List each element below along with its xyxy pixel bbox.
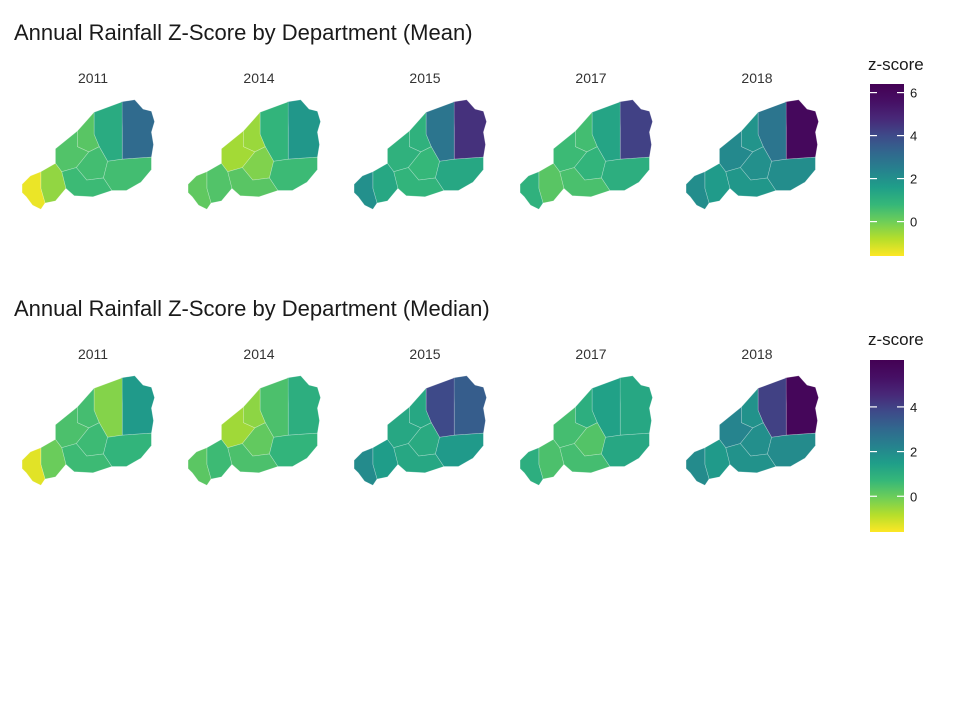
legend-title-mean: z-score	[868, 55, 924, 74]
department-region-southeast	[435, 156, 484, 191]
department-region-west	[21, 171, 46, 210]
department-region-south	[61, 443, 113, 474]
choropleth-map-2011	[21, 375, 155, 486]
choropleth-map-2014	[187, 99, 321, 210]
department-region-south	[227, 443, 279, 474]
department-region-south	[393, 443, 445, 474]
department-region-southeast	[601, 432, 650, 467]
department-region-west	[685, 447, 710, 486]
facet-label-2018: 2018	[741, 346, 773, 362]
department-region-west	[353, 447, 378, 486]
colorbar-mean: 6 4 2 0	[870, 84, 917, 256]
choropleth-map-2018	[685, 99, 819, 210]
department-region-northeast	[120, 375, 155, 436]
department-region-southeast	[103, 156, 152, 191]
department-region-northeast	[120, 99, 155, 160]
department-region-northeast	[618, 99, 653, 160]
department-region-west	[519, 447, 544, 486]
facet-label-2015: 2015	[409, 70, 441, 86]
department-region-south	[393, 167, 445, 198]
department-region-northeast	[784, 99, 819, 160]
facet-label-2018: 2018	[741, 70, 773, 86]
colorbar-tick-label: 2	[910, 445, 917, 460]
facet-label-2014: 2014	[243, 70, 275, 86]
department-region-west	[187, 171, 212, 210]
department-region-northeast	[452, 375, 487, 436]
department-region-west	[187, 447, 212, 486]
colorbar-tick-label: 2	[910, 172, 917, 187]
department-region-northeast	[784, 375, 819, 436]
department-region-west	[519, 171, 544, 210]
department-region-south	[61, 167, 113, 198]
facet-label-2017: 2017	[575, 70, 607, 86]
department-region-southeast	[103, 432, 152, 467]
colorbar-tick-label: 0	[910, 489, 917, 504]
department-region-northeast	[286, 99, 321, 160]
choropleth-map-2011	[21, 99, 155, 210]
department-region-south	[559, 443, 611, 474]
choropleth-map-2017	[519, 99, 653, 210]
department-region-southeast	[601, 156, 650, 191]
choropleth-map-2015	[353, 375, 487, 486]
colorbar-median: 4 2 0	[870, 360, 917, 532]
department-region-southeast	[269, 156, 318, 191]
colorbar-tick-label: 4	[910, 400, 917, 415]
department-region-southeast	[269, 432, 318, 467]
facet-label-2015: 2015	[409, 346, 441, 362]
colorbar-tick-label: 0	[910, 215, 917, 230]
department-region-south	[559, 167, 611, 198]
facet-label-2011: 2011	[77, 346, 109, 362]
department-region-south	[725, 167, 777, 198]
legend-title-median: z-score	[868, 330, 924, 349]
department-region-west	[21, 447, 46, 486]
department-region-west	[685, 171, 710, 210]
choropleth-map-2015	[353, 99, 487, 210]
colorbar-tick-label: 6	[910, 86, 917, 101]
department-region-northeast	[452, 99, 487, 160]
colorbar-tick-label: 4	[910, 129, 917, 144]
colorbar-gradient	[870, 360, 904, 532]
facet-label-2014: 2014	[243, 346, 275, 362]
choropleth-map-2014	[187, 375, 321, 486]
facet-label-2017: 2017	[575, 346, 607, 362]
department-region-southeast	[435, 432, 484, 467]
panel-title-mean: Annual Rainfall Z-Score by Department (M…	[14, 20, 473, 45]
department-region-northeast	[618, 375, 653, 436]
choropleth-map-2018	[685, 375, 819, 486]
department-region-northeast	[286, 375, 321, 436]
department-region-south	[725, 443, 777, 474]
department-region-southeast	[767, 156, 816, 191]
department-region-west	[353, 171, 378, 210]
colorbar-gradient	[870, 84, 904, 256]
panel-title-median: Annual Rainfall Z-Score by Department (M…	[14, 296, 490, 321]
department-region-southeast	[767, 432, 816, 467]
department-region-south	[227, 167, 279, 198]
facet-label-2011: 2011	[77, 70, 109, 86]
choropleth-map-2017	[519, 375, 653, 486]
